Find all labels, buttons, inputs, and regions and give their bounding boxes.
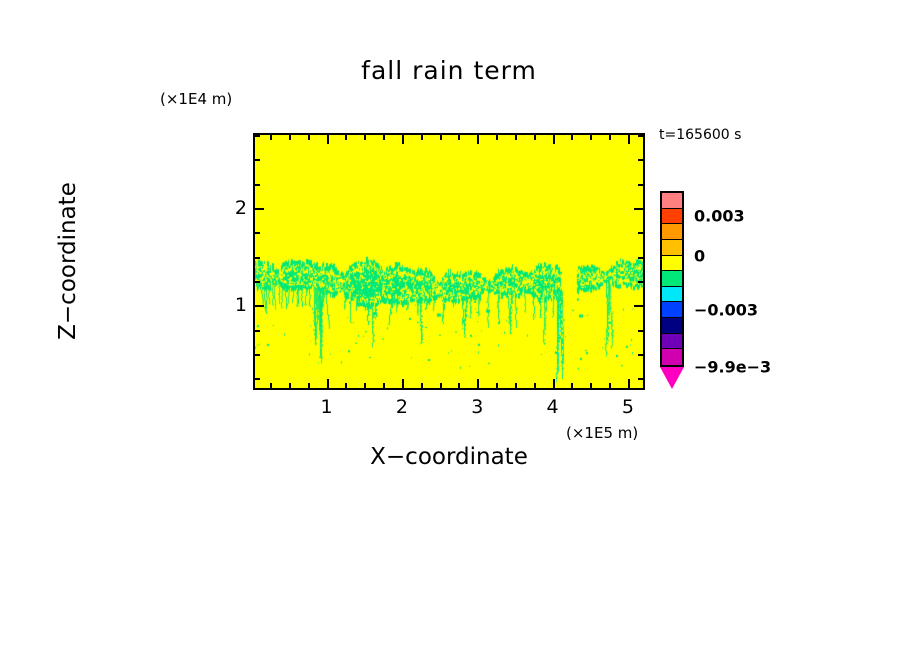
xtick-minor-top [364, 135, 366, 140]
xtick-minor-top [421, 135, 423, 140]
xtick-minor [609, 383, 611, 388]
xtick-minor [590, 383, 592, 388]
ytick-minor-right [638, 281, 643, 283]
xtick-minor [440, 383, 442, 388]
page-title: fall rain term [361, 56, 537, 85]
xtick-label: 5 [621, 396, 634, 418]
xtick-label: 2 [395, 396, 408, 418]
xtick-minor [383, 383, 385, 388]
ytick-minor-right [638, 330, 643, 332]
xtick-minor [571, 383, 573, 388]
xtick-minor [270, 383, 272, 388]
yaxis-title: Z−coordinate [55, 182, 81, 340]
colorbar-tick-label: −0.003 [694, 300, 759, 320]
xtick-minor-top [383, 135, 385, 140]
colorbar-band [662, 349, 682, 365]
ytick-label: 2 [234, 196, 247, 219]
colorbar-tick-label: 0.003 [694, 206, 745, 226]
ytick-minor-right [638, 354, 643, 356]
ytick-major [255, 208, 264, 210]
xtick-major [553, 379, 555, 388]
ytick-minor-right [638, 378, 643, 380]
ytick-label: 1 [234, 294, 247, 317]
xtick-minor [515, 383, 517, 388]
ytick-major [255, 305, 264, 307]
field-data-canvas [255, 135, 643, 388]
ytick-minor [255, 281, 260, 283]
ytick-minor [255, 257, 260, 259]
xtick-minor-top [345, 135, 347, 140]
xtick-minor-top [270, 135, 272, 140]
xtick-minor-top [289, 135, 291, 140]
xtick-minor [458, 383, 460, 388]
ytick-major-right [634, 305, 643, 307]
xtick-major [402, 379, 404, 388]
xtick-major [628, 379, 630, 388]
xtick-minor-top [534, 135, 536, 140]
xtick-minor [364, 383, 366, 388]
ytick-minor-right [638, 135, 643, 137]
yaxis-units-label: (×1E4 m) [160, 90, 233, 108]
ytick-minor-right [638, 257, 643, 259]
xtick-minor [421, 383, 423, 388]
xaxis-units-label: (×1E5 m) [566, 424, 639, 442]
colorbar-tick-label: 0 [694, 246, 706, 266]
colorbar-band [662, 224, 682, 240]
xtick-label: 3 [471, 396, 484, 418]
xtick-minor-top [515, 135, 517, 140]
xtick-minor [345, 383, 347, 388]
colorbar [660, 168, 684, 390]
ytick-minor [255, 354, 260, 356]
xtick-minor [496, 383, 498, 388]
ytick-minor [255, 232, 260, 234]
xtick-minor-top [571, 135, 573, 140]
colorbar-band [662, 239, 682, 256]
xtick-minor-top [609, 135, 611, 140]
xtick-major-top [553, 135, 555, 144]
xtick-major-top [402, 135, 404, 144]
ytick-minor [255, 184, 260, 186]
ytick-minor-right [638, 184, 643, 186]
ytick-minor [255, 330, 260, 332]
xtick-minor-top [496, 135, 498, 140]
xtick-major [477, 379, 479, 388]
xtick-label: 4 [546, 396, 559, 418]
xtick-label: 1 [320, 396, 333, 418]
colorbar-band [662, 255, 682, 272]
ytick-minor [255, 159, 260, 161]
ytick-minor [255, 378, 260, 380]
colorbar-band [662, 286, 682, 303]
xaxis-title: X−coordinate [370, 444, 528, 470]
colorbar-band [662, 318, 682, 334]
colorbar-band [662, 271, 682, 287]
xtick-minor [534, 383, 536, 388]
ytick-minor-right [638, 232, 643, 234]
colorbar-tick-label: −9.9e−3 [694, 357, 772, 377]
xtick-minor-top [440, 135, 442, 140]
ytick-minor [255, 135, 260, 137]
colorbar-band [662, 208, 682, 225]
xtick-minor-top [590, 135, 592, 140]
xtick-major-top [327, 135, 329, 144]
xtick-major-top [628, 135, 630, 144]
colorbar-band [662, 333, 682, 350]
colorbar-arrow-bottom-icon [660, 367, 684, 411]
colorbar-band [662, 193, 682, 209]
ytick-minor-right [638, 159, 643, 161]
timestamp-annotation: t=165600 s [659, 127, 742, 143]
colorbar-bands [660, 191, 684, 367]
colorbar-band [662, 302, 682, 318]
xtick-major [327, 379, 329, 388]
xtick-major-top [477, 135, 479, 144]
xtick-minor-top [458, 135, 460, 140]
plot-area [253, 133, 645, 390]
xtick-minor-top [308, 135, 310, 140]
xtick-minor [308, 383, 310, 388]
xtick-minor [289, 383, 291, 388]
ytick-major-right [634, 208, 643, 210]
